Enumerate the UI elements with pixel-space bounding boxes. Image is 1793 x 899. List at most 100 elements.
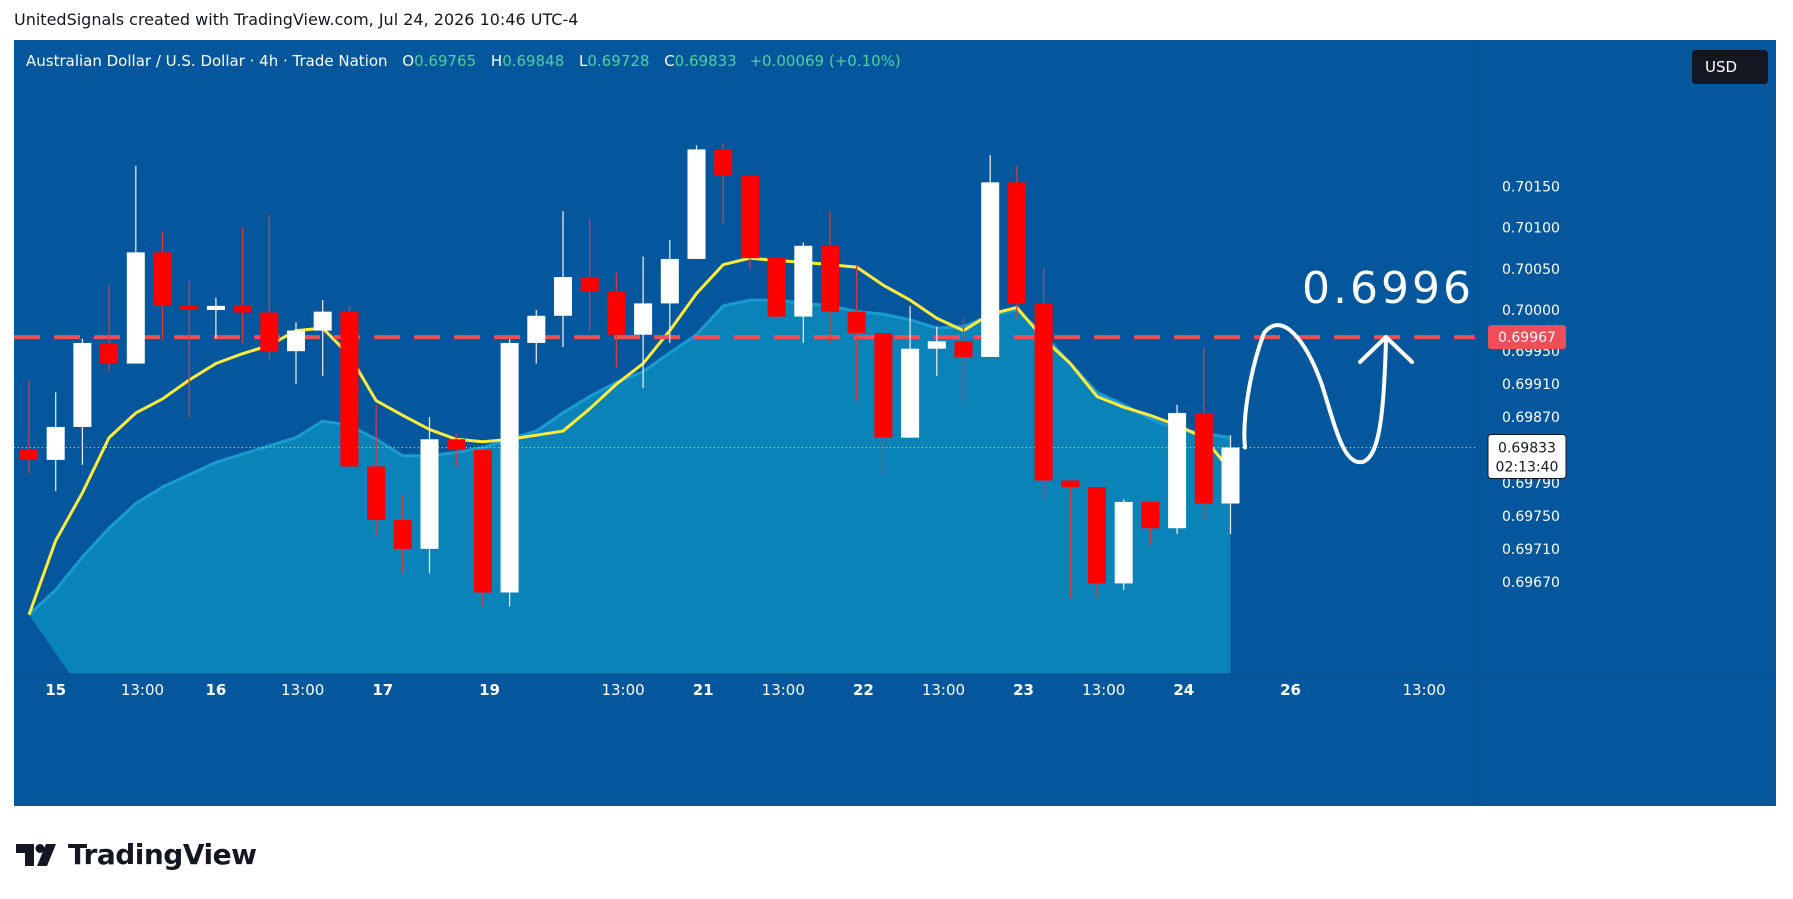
candle-35 [954,318,973,405]
candle-body-20 [554,277,572,316]
level-layer [14,335,1475,449]
candle-24 [660,240,679,343]
candle-3 [100,285,119,372]
candle-body-6 [180,305,199,310]
candle-18 [500,338,519,607]
candle-42 [1141,501,1160,545]
candle-33 [901,305,920,438]
candle-2 [73,338,92,465]
candle-39 [1061,480,1080,599]
candle-body-41 [1114,501,1133,584]
level-price-tag-text: 0.69967 [1498,330,1556,346]
tradingview-logo-icon [16,843,56,866]
candle-body-34 [927,341,946,349]
candle-0 [20,380,38,474]
candle-20 [554,211,572,348]
candle-body-45 [1221,447,1240,504]
time-tick-label: 17 [372,681,393,699]
tradingview-logo: TradingView [16,838,257,871]
candle-34 [927,326,946,376]
candle-body-0 [20,450,38,460]
candle-41 [1114,499,1133,590]
candle-body-16 [447,439,466,450]
price-tick-label: 0.70000 [1502,303,1560,319]
candle-11 [313,300,332,376]
time-tick-label: 13:00 [922,681,965,699]
candle-body-3 [100,342,119,364]
time-tick-label: 24 [1173,681,1194,699]
candle-body-19 [527,315,546,343]
currency-button[interactable]: USD [1692,50,1768,84]
candle-31 [847,264,866,401]
candle-27 [740,175,759,269]
candle-40 [1088,487,1106,599]
candle-21 [580,219,599,331]
low-value: 0.69728 [587,52,650,70]
candle-19 [527,310,546,364]
chart-panel[interactable]: 0.6996 0.69670 0.69710 0.69750 0.69790 0.698… [14,40,1776,806]
time-tick-label: 13:00 [1082,681,1125,699]
time-tick-label: 13:00 [762,681,805,699]
price-tick-label: 0.69910 [1502,377,1560,393]
candle-body-28 [767,258,786,317]
candle-28 [767,258,786,319]
candle-body-12 [340,311,359,467]
price-tick-label: 0.69790 [1502,476,1560,492]
candle-body-24 [660,258,679,304]
close-label: C [664,52,675,70]
close-value: 0.69833 [674,52,737,70]
moving-average-line [27,256,1232,616]
candle-body-39 [1061,480,1080,488]
time-tick-label: 21 [693,681,714,699]
projection-wave [1242,323,1388,465]
candle-body-4 [126,252,145,364]
time-tick-label: 13:00 [1402,681,1445,699]
price-tag-layer: 0.69967 0.69833 02:13:40 [1487,325,1567,480]
candle-body-18 [500,342,519,593]
candle-body-5 [153,252,172,306]
candle-8 [233,227,252,343]
candle-body-35 [954,341,973,357]
candle-body-13 [367,466,386,520]
candle-22 [607,272,626,368]
candle-body-30 [821,245,839,312]
candle-37 [1007,165,1026,319]
time-tick-label: 23 [1013,681,1034,699]
price-tick-label: 0.69870 [1502,410,1560,426]
open-value: 0.69765 [414,52,477,70]
current-price-tag [1487,434,1567,480]
candle-body-43 [1168,412,1187,529]
candle-body-11 [313,311,332,331]
candle-body-40 [1088,487,1106,584]
candle-43 [1168,404,1187,534]
candle-body-15 [420,439,439,549]
candle-26 [714,142,733,224]
candle-body-17 [473,450,492,593]
candle-44 [1194,347,1213,520]
chart-header: UnitedSignals created with TradingView.c… [14,10,579,29]
candle-body-26 [714,149,733,176]
candle-32 [874,333,893,475]
price-tick-label: 0.70150 [1502,179,1560,195]
candle-body-44 [1194,412,1213,504]
moving-average-layer [27,256,1232,616]
candlestick-chart[interactable]: 0.6996 0.696700.697100.697500.697900.698… [14,40,1776,806]
candle-body-23 [634,303,653,335]
time-tick-label: 19 [479,681,500,699]
bar-countdown-text: 02:13:40 [1496,460,1559,476]
candle-layer [20,142,1240,607]
price-tick-label: 0.70100 [1502,221,1560,237]
time-tick-label: 16 [205,681,226,699]
candle-body-8 [233,305,252,313]
projection-target-label: 0.6996 [1302,263,1474,314]
symbol-title: Australian Dollar / U.S. Dollar · 4h · T… [26,52,388,70]
price-tick-label: 0.69710 [1502,542,1560,558]
area-fill [29,300,1231,674]
candle-body-42 [1141,501,1160,529]
candle-45 [1221,435,1240,534]
candle-body-14 [393,520,412,549]
candle-body-29 [794,245,813,317]
candle-10 [287,322,305,385]
candle-15 [420,417,439,574]
tradingview-wordmark: TradingView [68,838,257,871]
